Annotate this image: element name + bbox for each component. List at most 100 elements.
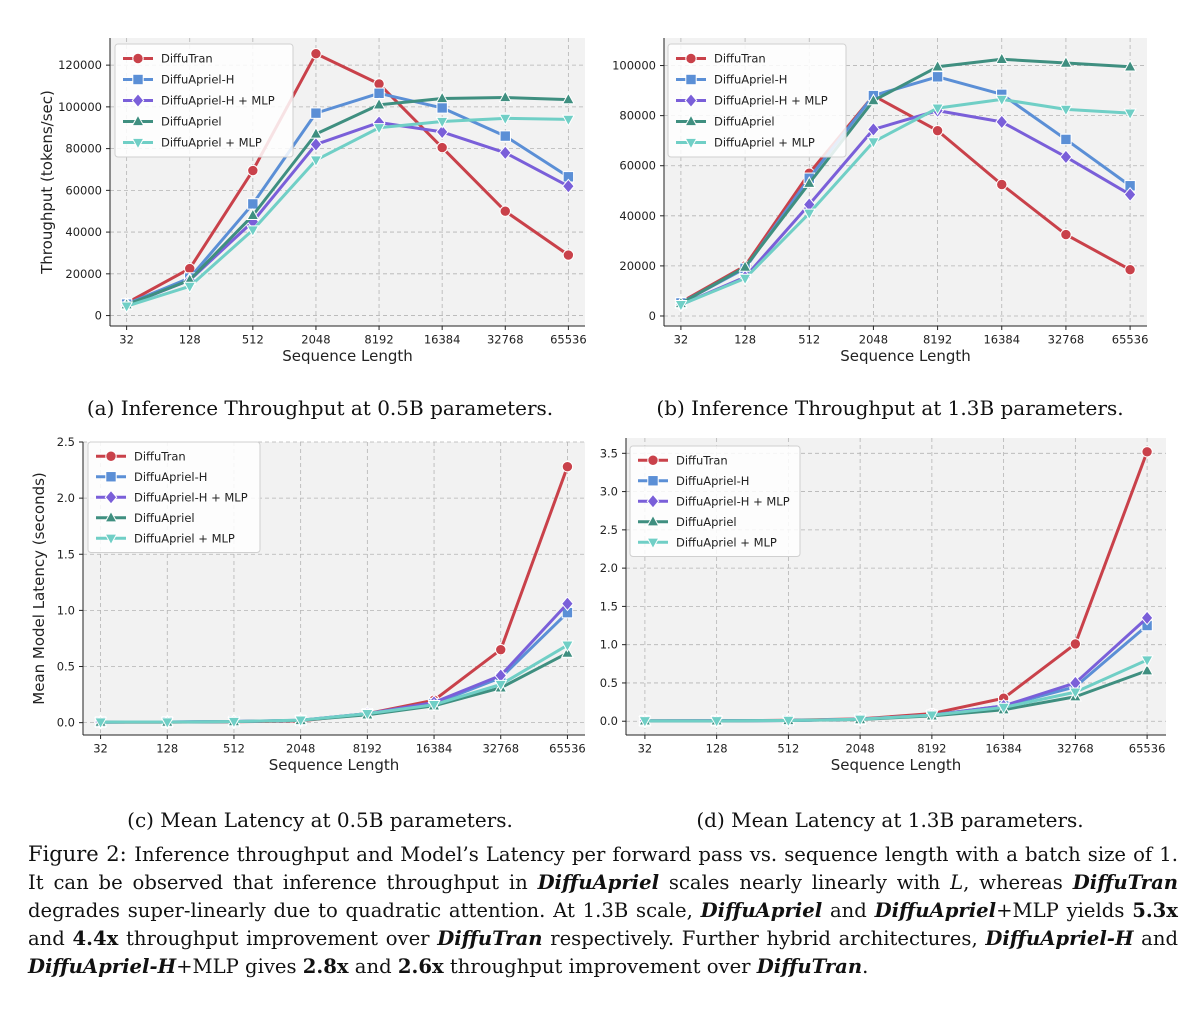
caption-text: , whereas [963, 871, 1073, 894]
x-tick-label: 128 [179, 333, 201, 347]
data-point [560, 640, 574, 653]
data-point [1141, 446, 1153, 458]
x-tick-label: 8192 [353, 742, 382, 756]
legend-entry: DiffuApriel-H [638, 474, 749, 488]
y-tick-label: 0.0 [57, 716, 75, 730]
x-tick-label: 128 [734, 333, 756, 347]
data-point [227, 716, 241, 729]
data-point [309, 126, 323, 139]
legend-label: DiffuTran [161, 52, 213, 66]
x-tick-label: 16384 [983, 333, 1020, 347]
y-tick-label: 0 [649, 309, 656, 323]
y-tick-label: 0.5 [600, 676, 618, 690]
caption-text: +MLP gives [176, 955, 303, 978]
legend-entry: DiffuApriel-H + MLP [638, 493, 790, 509]
y-tick-label: 100000 [612, 59, 656, 73]
y-tick-label: 2.0 [600, 561, 618, 575]
x-axis-label: Sequence Length [269, 756, 400, 774]
legend-label: DiffuApriel-H + MLP [676, 494, 790, 508]
data-point [1140, 663, 1154, 676]
data-point [120, 301, 134, 314]
legend-swatch-marker [684, 137, 698, 150]
x-tick-label: 32 [93, 742, 108, 756]
y-tick-label: 1.5 [600, 599, 618, 613]
caption-text: respectively. Further hybrid architectur… [542, 927, 986, 950]
legend-entry: DiffuApriel-H + MLP [96, 489, 248, 505]
series-line [125, 52, 570, 305]
series-diffutran [120, 47, 575, 309]
y-tick-label: 20000 [65, 267, 102, 281]
data-point [1069, 638, 1082, 650]
data-point [866, 137, 880, 150]
legend-label: DiffuTran [714, 52, 766, 66]
y-tick-label: 2.5 [600, 523, 618, 537]
caption-text: . [862, 955, 869, 978]
legend-swatch-marker [131, 92, 145, 109]
data-point [802, 208, 816, 221]
legend-box [629, 445, 801, 557]
x-tick-label: 2048 [286, 742, 315, 756]
y-tick-label: 100000 [58, 100, 102, 114]
data-point [360, 709, 374, 721]
caption-number: 5.3x [1132, 899, 1178, 922]
data-point [562, 249, 575, 261]
data-point [498, 113, 512, 126]
x-tick-label: 512 [777, 742, 799, 756]
x-tick-label: 16384 [985, 742, 1022, 756]
data-point [427, 700, 441, 712]
y-tick-label: 2.5 [57, 435, 75, 449]
legend-entry: DiffuApriel-H + MLP [676, 92, 828, 109]
legend-label: DiffuTran [134, 449, 186, 463]
data-point [247, 198, 259, 210]
data-point [996, 178, 1008, 191]
legend-label: DiffuApriel + MLP [676, 535, 777, 549]
x-tick-label: 65536 [549, 742, 586, 756]
x-tick-label: 16384 [424, 333, 461, 347]
data-point [931, 59, 945, 72]
series-diffuapriel-mlp [120, 113, 575, 314]
data-point [1123, 59, 1137, 72]
data-point [931, 124, 944, 137]
data-point [372, 123, 386, 136]
caption-model: DiffuTran [756, 955, 863, 978]
caption-text: and [348, 955, 398, 978]
x-tick-label: 32 [119, 333, 134, 347]
legend-entry: DiffuApriel [638, 514, 737, 529]
legend-box [87, 441, 261, 553]
y-tick-label: 0.0 [600, 714, 618, 728]
x-tick-label: 32 [674, 333, 689, 347]
x-tick-label: 8192 [364, 333, 393, 347]
data-point [372, 97, 386, 110]
data-point [925, 710, 939, 723]
x-tick-label: 128 [706, 742, 728, 756]
data-point [373, 87, 385, 100]
legend-box [114, 43, 294, 158]
data-point [738, 273, 752, 286]
x-tick-label: 2048 [301, 333, 330, 347]
x-axis-label: Sequence Length [831, 756, 962, 774]
legend-entry: DiffuApriel [123, 114, 222, 129]
legend-swatch-marker [104, 489, 118, 505]
data-point [160, 717, 174, 730]
caption-d: (d) Mean Latency at 1.3B parameters. [696, 808, 1084, 832]
caption-c: (c) Mean Latency at 0.5B parameters. [127, 808, 513, 832]
x-tick-label: 32768 [1057, 742, 1094, 756]
data-point [867, 121, 880, 137]
series-diffuapriel [674, 52, 1137, 309]
legend-box [667, 43, 847, 158]
y-tick-label: 1.5 [57, 547, 75, 561]
data-point [1124, 263, 1136, 276]
data-point [1140, 610, 1154, 626]
data-point [1059, 55, 1073, 68]
x-axis-label: Sequence Length [840, 347, 971, 365]
data-point [499, 130, 511, 142]
data-point [498, 90, 512, 103]
x-axis-label: Sequence Length [282, 347, 413, 365]
y-tick-label: 60000 [619, 159, 656, 173]
series-line [644, 658, 1148, 723]
data-point [246, 225, 260, 238]
legend-label: DiffuApriel-H [714, 73, 787, 87]
caption-text: +MLP yields [996, 899, 1133, 922]
legend-entry: DiffuApriel + MLP [123, 136, 262, 150]
caption-text: Inference throughput and Model’s Latency… [28, 843, 1178, 894]
